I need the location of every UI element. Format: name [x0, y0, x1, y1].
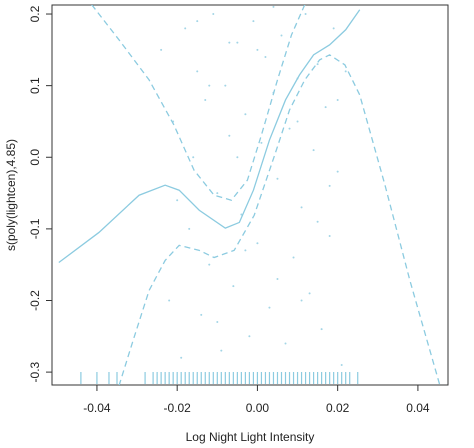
residual-point [308, 292, 311, 295]
residual-point [332, 27, 335, 30]
residual-point [228, 41, 231, 44]
residual-point [336, 98, 339, 101]
residual-point [224, 84, 227, 87]
residual-point [208, 263, 211, 266]
residual-point [240, 213, 243, 216]
residual-point [168, 299, 171, 302]
residual-point [328, 184, 331, 187]
x-tick-label: 0.02 [326, 401, 350, 415]
x-tick-label: -0.04 [83, 401, 111, 415]
residual-point [276, 177, 279, 180]
residual-point [296, 77, 299, 80]
residual-point [340, 363, 343, 366]
residual-point [216, 320, 219, 323]
residual-point [296, 120, 299, 123]
residual-point [256, 48, 259, 51]
residual-point [276, 278, 279, 281]
residual-point [260, 141, 263, 144]
residual-point [328, 235, 331, 238]
residual-point [212, 13, 215, 16]
y-tick-label: -0.1 [28, 218, 42, 239]
residual-point [304, 13, 307, 16]
plot-frame [51, 4, 449, 386]
residual-point [292, 256, 295, 259]
residual-point [300, 299, 303, 302]
x-tick-label: 0.04 [406, 401, 430, 415]
residual-point [288, 127, 291, 130]
y-tick-label: 0.2 [28, 5, 42, 22]
residual-point [216, 192, 219, 195]
residual-point [244, 113, 247, 116]
residual-point [232, 285, 235, 288]
residual-point [248, 335, 251, 338]
y-tick-label: 0.1 [28, 77, 42, 94]
residual-point [324, 106, 327, 109]
residual-point [272, 5, 275, 8]
residual-point [268, 306, 271, 309]
fit-line [58, 9, 361, 264]
residual-point [300, 206, 303, 209]
residual-point [312, 149, 315, 152]
residual-point [316, 220, 319, 223]
residual-point [280, 34, 283, 37]
residual-point [344, 70, 347, 73]
residual-point [188, 227, 191, 230]
residual-point [184, 27, 187, 30]
residual-point [160, 48, 163, 51]
residual-point [228, 134, 231, 137]
y-tick-label: 0.0 [28, 149, 42, 166]
x-axis-title: Log Night Light Intensity [186, 430, 315, 444]
residual-point [236, 41, 239, 44]
residual-point [284, 342, 287, 345]
y-tick-label: -0.2 [28, 290, 42, 311]
residual-point [204, 98, 207, 101]
residual-point [252, 20, 255, 23]
confidence-band [118, 54, 441, 385]
y-axis-title: s(poly(lightcen),4.85) [4, 139, 18, 251]
residual-point [256, 242, 259, 245]
residual-point [180, 356, 183, 359]
residual-point [320, 328, 323, 331]
residual-point [244, 249, 247, 252]
plot-area [58, 5, 441, 385]
residual-point [316, 63, 319, 66]
y-tick-label: -0.3 [28, 361, 42, 382]
residual-point [200, 313, 203, 316]
residual-point [176, 199, 179, 202]
residual-point [196, 20, 199, 23]
residual-point [192, 156, 195, 159]
residual-point [336, 170, 339, 173]
residual-point [196, 70, 199, 73]
residual-point [272, 91, 275, 94]
x-tick-label: -0.02 [163, 401, 191, 415]
residual-point [236, 156, 239, 159]
residual-point [208, 84, 211, 87]
x-tick-label: 0.00 [246, 401, 270, 415]
residual-point [220, 349, 223, 352]
residual-point [264, 55, 267, 58]
residual-point [172, 120, 175, 123]
confidence-band [91, 5, 306, 201]
